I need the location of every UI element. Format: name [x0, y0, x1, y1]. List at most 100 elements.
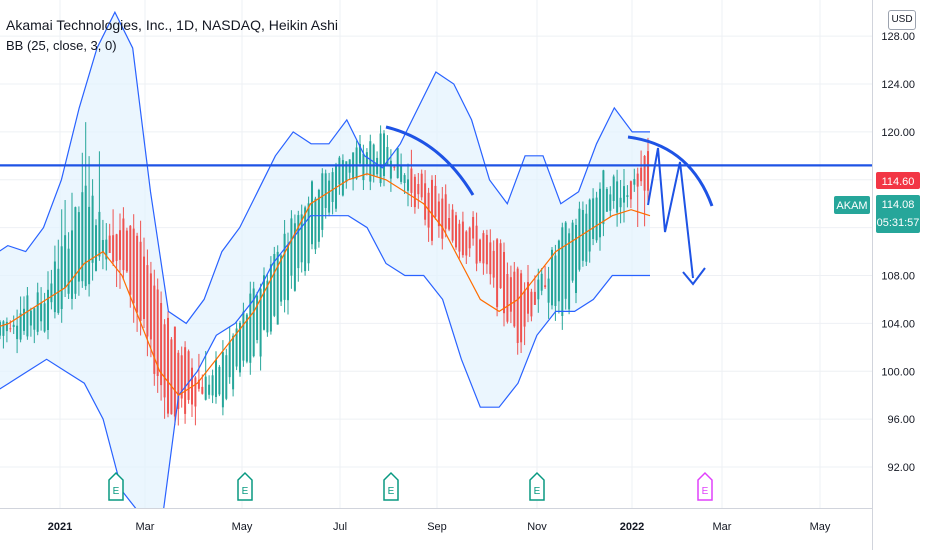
candle-body — [633, 179, 636, 185]
event-badge — [697, 471, 713, 501]
candle-body — [74, 207, 77, 294]
candle-body — [29, 310, 32, 326]
candle-body — [516, 268, 519, 343]
candle-body — [47, 289, 49, 330]
candle-body — [485, 234, 488, 265]
candle-body — [143, 256, 145, 319]
candle-body — [609, 194, 612, 211]
y-tick-label: 100.00 — [881, 366, 915, 378]
candle-body — [626, 195, 629, 197]
candle-body — [98, 211, 101, 257]
candle-body — [431, 179, 433, 241]
candle-body — [26, 295, 29, 337]
candle-body — [64, 235, 67, 288]
candle-body — [167, 317, 169, 414]
x-tick-label: Jul — [333, 521, 347, 533]
y-tick-label: 104.00 — [881, 318, 915, 330]
candle-body — [263, 275, 265, 330]
candle-body — [509, 277, 512, 312]
candle-body — [448, 218, 451, 230]
candle-body — [479, 239, 481, 262]
candle-body — [290, 218, 293, 276]
candle-body — [379, 133, 382, 184]
candle-body — [177, 352, 180, 409]
candle-body — [383, 133, 385, 176]
candle-body — [77, 212, 80, 282]
candle-body — [372, 144, 375, 177]
candle-body — [407, 179, 409, 191]
candle-body — [170, 339, 173, 415]
candle-body — [184, 347, 187, 414]
candle-body — [551, 249, 553, 306]
candle-body — [53, 261, 56, 313]
candle-body — [568, 233, 571, 310]
arrow-head-icon — [682, 267, 706, 286]
candle-body — [173, 326, 176, 417]
candle-body — [119, 230, 121, 260]
candle-body — [345, 161, 348, 183]
arc-drawing-1 — [385, 125, 475, 196]
x-tick-label: May — [232, 521, 253, 533]
candle-body — [403, 175, 406, 183]
candle-body — [561, 227, 564, 316]
chart-legend[interactable]: Akamai Technologies, Inc., 1D, NASDAQ, H… — [6, 16, 338, 55]
candle-body — [153, 285, 156, 374]
candle-body — [266, 280, 269, 333]
y-tick-label: 128.00 — [881, 31, 915, 43]
candle-body — [180, 355, 183, 399]
earnings-event-icon: E — [108, 471, 124, 501]
candle-body — [595, 197, 598, 241]
candle-body — [503, 252, 505, 314]
candle-body — [136, 235, 139, 313]
candle-body — [588, 199, 591, 252]
candle-body — [437, 201, 440, 227]
user-drawings[interactable] — [0, 125, 872, 286]
indicator-label[interactable]: BB (25, close, 3, 0) — [6, 38, 117, 53]
candle-body — [287, 244, 289, 301]
candle-body — [125, 230, 128, 272]
time-axis-background — [0, 508, 872, 550]
candle-body — [163, 324, 166, 398]
arc-drawing-2 — [627, 135, 714, 207]
candle-body — [197, 379, 200, 389]
candle-body — [280, 255, 283, 302]
price-axis[interactable]: 92.0096.00100.00104.00108.00112.00116.00… — [872, 0, 932, 550]
candle-body — [12, 324, 15, 327]
symbol-title[interactable]: Akamai Technologies, Inc., 1D, NASDAQ, H… — [6, 17, 339, 33]
candle-body — [67, 248, 70, 294]
candle-body — [386, 147, 389, 165]
candle-body — [19, 313, 22, 340]
candle-body — [575, 225, 577, 293]
candle-body — [420, 173, 423, 198]
last-price-tag — [876, 172, 920, 189]
candle-body — [581, 210, 584, 261]
candle-body — [355, 147, 358, 179]
candle-body — [307, 203, 310, 264]
candle-body — [369, 141, 372, 182]
candle-body — [468, 227, 471, 249]
candle-body — [273, 254, 276, 316]
currency-button[interactable]: USD — [888, 10, 916, 30]
candle-body — [571, 222, 574, 281]
candle-body — [461, 221, 464, 256]
price-axis-background — [872, 0, 932, 550]
candle-body — [215, 359, 217, 397]
candle-body — [88, 206, 91, 285]
candle-body — [506, 274, 509, 322]
candle-body — [585, 213, 588, 262]
candle-body — [413, 176, 416, 208]
event-label: E — [242, 486, 249, 497]
bollinger-upper-band — [0, 10, 650, 325]
event-label: E — [702, 486, 709, 497]
candle-body — [554, 255, 557, 306]
candle-body — [23, 308, 25, 331]
candle-body — [149, 273, 152, 340]
candle-body — [557, 240, 560, 302]
candle-body — [105, 239, 108, 260]
y-tick-label: 96.00 — [887, 414, 915, 426]
candle-body — [225, 355, 228, 399]
time-axis[interactable]: 2021 Mar May Jul Sep Nov 2022 Mar May — [0, 508, 872, 550]
candle-body — [156, 289, 159, 376]
